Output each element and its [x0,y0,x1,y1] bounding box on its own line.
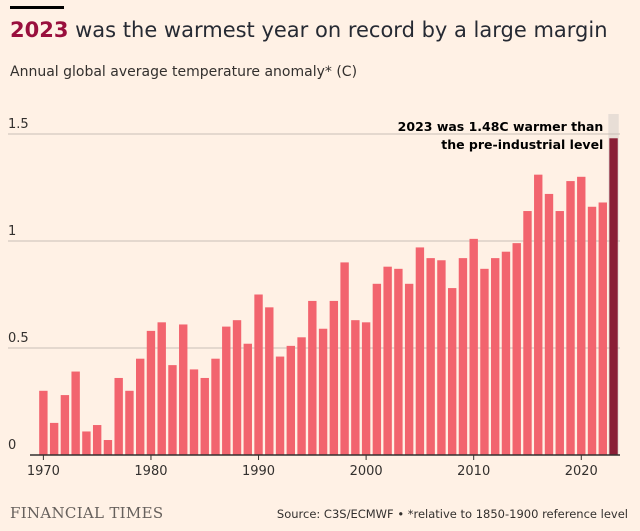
bar-2007 [437,260,446,455]
bar-1984 [189,369,199,455]
bar-1996 [318,328,328,455]
y-tick-label: 1.5 [8,117,29,132]
bar-1989 [243,343,252,455]
bar-2020 [577,176,586,456]
bar-2021 [587,206,597,455]
annotation-line-2: the pre-industrial level [441,137,603,152]
x-tick-label: 1970 [27,464,60,479]
bar-1999 [351,320,360,455]
chart-subtitle: Annual global average temperature anomal… [10,64,358,80]
bar-1986 [211,358,220,455]
bar-1982 [168,365,177,455]
bar-1974 [82,431,91,455]
bar-2018 [555,211,564,455]
bar-1985 [200,377,209,455]
x-tick-label: 1990 [242,464,275,479]
bars [39,138,618,456]
bar-2010 [469,238,478,455]
ft-top-rule [10,6,64,9]
bar-2011 [480,268,489,455]
bar-2000 [361,322,371,455]
bar-1971 [49,422,59,455]
bar-1976 [103,440,113,455]
bar-2017 [544,193,554,456]
bar-1977 [114,377,123,455]
bar-1975 [92,425,102,455]
y-tick-label: 1 [8,224,16,239]
bar-2012 [491,258,500,455]
x-tick-label: 2000 [350,464,383,479]
bar-1978 [125,390,134,455]
bar-1987 [222,326,231,455]
bar-1988 [232,320,242,455]
bar-2002 [383,266,392,455]
bar-1995 [308,300,317,455]
bar-1993 [286,345,296,455]
bar-2004 [404,283,414,455]
bar-1981 [157,322,166,455]
y-tick-label: 0 [8,438,16,453]
bar-2008 [447,288,457,455]
bar-1991 [265,307,274,455]
bar-2014 [512,243,521,455]
bar-2003 [394,268,403,455]
title-text: was the warmest year on record by a larg… [68,18,608,42]
x-tick-label: 2010 [457,464,490,479]
bar-1990 [254,294,263,455]
source-note: Source: C3S/ECMWF • *relative to 1850-19… [276,507,628,521]
bar-1997 [329,300,339,455]
bar-2006 [426,258,435,455]
bar-1992 [275,356,285,455]
bar-2019 [566,181,575,455]
bar-1972 [60,395,70,455]
y-tick-label: 0.5 [8,331,29,346]
bar-1973 [71,371,80,455]
bar-1970 [39,390,48,455]
ft-logo: FINANCIAL TIMES [10,504,164,522]
bar-2022 [598,202,607,455]
bar-1980 [146,330,156,455]
bar-2001 [372,283,382,455]
bar-1979 [136,358,145,455]
bar-2015 [523,211,532,455]
y-tick-labels: 0 0.5 1 1.5 [8,117,29,453]
bar-2009 [458,258,468,455]
bar-1994 [297,337,306,455]
bar-1983 [179,324,188,455]
chart-title: 2023 was the warmest year on record by a… [10,18,608,42]
bar-2023 [609,138,618,455]
x-tick-label: 1980 [134,464,167,479]
title-highlight-year: 2023 [10,18,69,42]
annotation-line-1: 2023 was 1.48C warmer than [398,119,604,134]
x-tick-labels: 1970 1980 1990 2000 2010 2020 [27,455,598,479]
bar-2013 [501,251,511,455]
bar-2005 [415,247,425,455]
bar-1998 [340,262,349,455]
x-tick-label: 2020 [565,464,598,479]
bar-2016 [534,174,543,455]
